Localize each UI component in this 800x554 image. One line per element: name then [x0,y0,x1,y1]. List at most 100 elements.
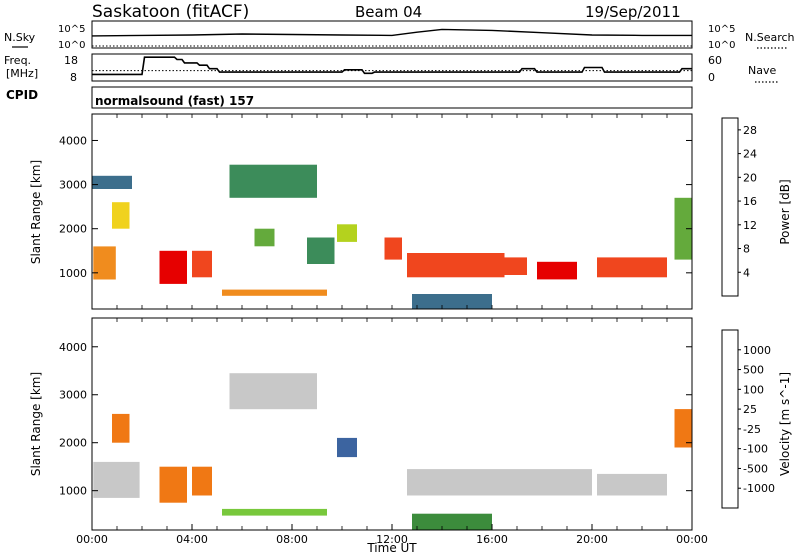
power-scatter-region [93,246,116,280]
nave-tick-bottom: 0 [708,71,715,84]
power-colorbar: 4 8 12 16 20 24 28 [721,117,757,297]
freq-label-2: [MHz] [6,67,38,80]
nave-label: Nave [748,64,776,77]
noise-panel-frame [91,20,693,49]
y-tick-label: 3000 [59,389,87,402]
y-tick-label: 1000 [59,267,87,280]
noise-panel: N.Sky 10^5 10^0 10^5 10^0 N.Search [4,20,795,51]
nave-tick-top: 60 [708,54,722,67]
y-tick-label: 1000 [59,485,87,498]
noise-left-label: N.Sky [4,31,36,44]
velocity-scatter-region [337,437,357,458]
freq-tick-top: 18 [64,54,78,67]
velocity-heatmap-layer [93,373,692,530]
power-scatter-region [307,237,335,264]
power-scatter-region [384,237,402,260]
x-tick-label: 16:00 [476,533,508,546]
velocity-scatter-region [159,466,187,503]
power-scatter-region [222,289,327,296]
velocity-y-axis: 1000 2000 3000 4000 [59,341,692,498]
power-colorbar-tick-label: 4 [743,266,750,279]
date-label: 19/Sep/2011 [585,3,681,21]
cpid-program: normalsound (fast) 157 [95,94,254,108]
power-scatter-region [254,228,275,247]
velocity-colorbar-tick-label: 25 [743,403,757,416]
power-colorbar-tick-label: 24 [743,148,757,161]
power-scatter-region [407,253,505,278]
freq-label-1: Freq. [4,54,31,67]
power-scatter-region [192,250,212,278]
y-tick-label: 4000 [59,341,87,354]
power-panel: 1000 2000 3000 4000 Slant Range [km] 4 8 12 16… [29,113,792,310]
y-tick-label: 2000 [59,223,87,236]
noise-right-tick-bottom: 10^0 [708,40,735,51]
velocity-colorbar-tick-label: -1000 [743,482,775,495]
beam-label: Beam 04 [355,3,422,21]
velocity-colorbar-tick-label: -25 [743,423,761,436]
velocity-scatter-region [412,513,492,530]
power-scatter-region [504,257,527,275]
x-tick-label: 00:00 [676,533,708,546]
velocity-colorbar-label: Velocity [m s^-1] [778,372,792,476]
time-axis: 00:00 04:00 08:00 12:00 16:00 20:00 00:00 [76,114,708,546]
time-axis-label: Time UT [366,541,417,554]
power-scatter-region [229,164,317,198]
velocity-scatter-region [192,466,212,496]
y-tick-label: 2000 [59,437,87,450]
power-scatter-region [597,257,667,278]
velocity-ylabel: Slant Range [km] [29,372,43,476]
power-colorbar-tick-label: 20 [743,171,757,184]
power-scatter-region [674,197,692,260]
power-colorbar-tick-label: 12 [743,219,757,232]
velocity-colorbar-tick-label: 500 [743,364,764,377]
colorbar-frame [721,117,739,297]
power-scatter-region [159,250,187,284]
power-heatmap-layer [92,164,692,309]
power-scatter-region [92,175,132,189]
power-scatter-region [112,202,130,229]
power-colorbar-tick-label: 16 [743,195,757,208]
power-y-axis: 1000 2000 3000 4000 [59,134,692,280]
velocity-scatter-region [407,469,592,496]
colorbar-frame [721,329,739,509]
noise-left-tick-top: 10^5 [58,24,85,35]
velocity-colorbar-tick-label: -100 [743,443,768,456]
velocity-colorbar: 1000 500 100 25 -25 -100 -500 -1000 [721,329,775,509]
freq-tick-bottom: 8 [70,71,77,84]
y-tick-label: 4000 [59,134,87,147]
velocity-scatter-region [93,461,140,498]
power-ylabel: Slant Range [km] [29,160,43,264]
noise-series-layer [91,28,692,47]
power-scatter-region [537,261,577,280]
noise-series-line [91,28,692,37]
x-tick-label: 20:00 [576,533,608,546]
x-tick-label: 04:00 [176,533,208,546]
noise-left-tick-bottom: 10^0 [58,40,85,51]
x-tick-label: 00:00 [76,533,108,546]
velocity-colorbar-tick-label: -500 [743,462,768,475]
velocity-colorbar-tick-label: 1000 [743,344,771,357]
x-tick-label: 12:00 [376,533,408,546]
velocity-scatter-region [597,473,667,496]
noise-right-label: N.Search [745,31,795,44]
velocity-scatter-region [229,373,317,410]
y-tick-label: 3000 [59,179,87,192]
frequency-panel-frame [91,53,693,82]
power-scatter-region [412,294,492,309]
cpid-panel-frame [91,86,693,109]
velocity-panel: 1000 2000 3000 4000 Slant Range [km] 1000 50… [29,114,792,554]
frequency-series-line [92,56,692,76]
x-tick-label: 08:00 [276,533,308,546]
cpid-label: CPID [6,88,38,102]
power-scatter-region [337,224,357,242]
power-colorbar-tick-label: 28 [743,124,757,137]
frequency-panel: Freq. [MHz] 18 8 60 0 Nave [4,53,778,84]
power-colorbar-label: Power [dB] [778,179,792,244]
velocity-scatter-region [674,409,692,448]
velocity-colorbar-tick-label: 100 [743,383,764,396]
noise-right-tick-top: 10^5 [708,24,735,35]
velocity-scatter-region [222,508,327,516]
station-title: Saskatoon (fitACF) [92,2,249,22]
power-colorbar-tick-label: 8 [743,243,750,256]
